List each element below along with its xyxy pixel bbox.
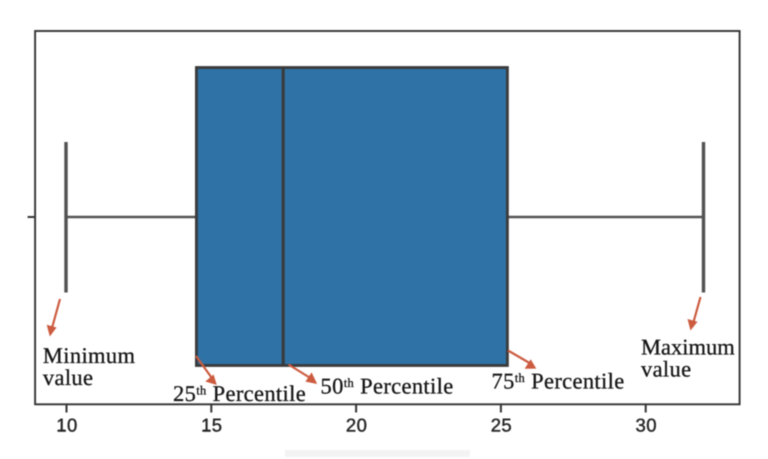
svg-text:30: 30 — [636, 415, 657, 436]
svg-text:Minimum: Minimum — [43, 343, 136, 368]
svg-text:15: 15 — [201, 415, 222, 436]
svg-text:value: value — [43, 365, 93, 390]
svg-text:50th Percentile: 50th Percentile — [321, 373, 454, 398]
svg-text:10: 10 — [56, 415, 77, 436]
svg-text:20: 20 — [346, 415, 367, 436]
svg-text:25: 25 — [491, 415, 512, 436]
svg-text:value: value — [641, 357, 691, 382]
svg-text:75th Percentile: 75th Percentile — [492, 368, 625, 393]
svg-text:25th Percentile: 25th Percentile — [173, 381, 306, 406]
svg-text:Maximum: Maximum — [641, 335, 735, 360]
